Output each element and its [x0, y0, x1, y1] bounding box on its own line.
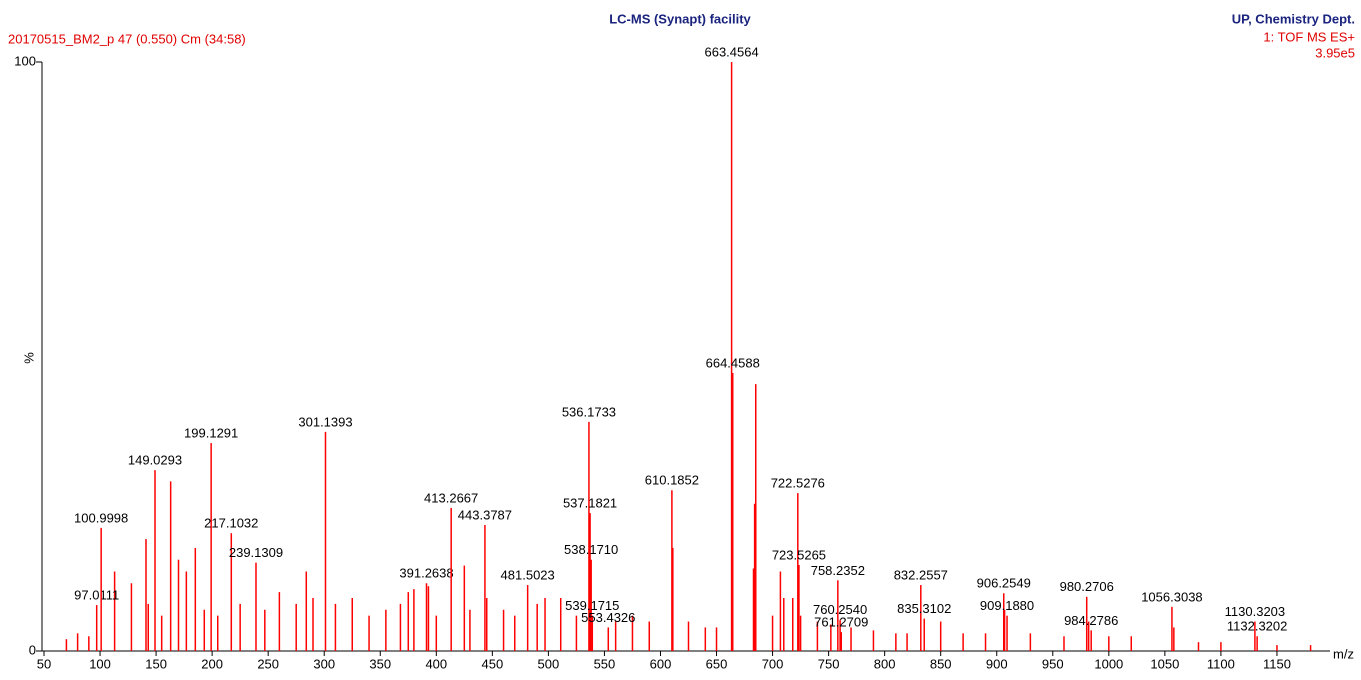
x-tick-label: 450 — [481, 656, 503, 671]
peak-label: 537.1821 — [563, 496, 617, 511]
peak-label: 538.1710 — [564, 542, 618, 557]
x-tick-label: 600 — [650, 656, 672, 671]
peak-label: 832.2557 — [894, 567, 948, 582]
x-tick-label: 700 — [762, 656, 784, 671]
peak-label: 481.5023 — [501, 567, 555, 582]
peak-label: 239.1309 — [229, 545, 283, 560]
x-tick-label: 1150 — [1263, 656, 1291, 671]
peak-label: 536.1733 — [562, 404, 616, 419]
peak-label: 909.1880 — [980, 598, 1034, 613]
x-tick-label: 1000 — [1094, 656, 1123, 671]
header-right: 3.95e5 — [1315, 45, 1355, 60]
x-tick-label: 750 — [818, 656, 840, 671]
peak-label: 984.2786 — [1064, 613, 1118, 628]
x-tick-label: 150 — [145, 656, 167, 671]
peak-label: 906.2549 — [977, 576, 1031, 591]
peak-label: 553.4326 — [581, 610, 635, 625]
y-tick-label: 100 — [14, 53, 36, 68]
x-tick-label: 1100 — [1207, 656, 1235, 671]
peak-label: 1130.3203 — [1225, 604, 1286, 619]
header-left: 20170515_BM2_p 47 (0.550) Cm (34:58) — [8, 31, 246, 46]
y-axis-label: % — [21, 352, 36, 364]
peak-label: 758.2352 — [811, 563, 865, 578]
x-tick-label: 500 — [538, 656, 560, 671]
peak-label: 301.1393 — [298, 414, 352, 429]
x-tick-label: 200 — [201, 656, 223, 671]
peak-label: 1056.3038 — [1141, 589, 1202, 604]
x-tick-label: 950 — [1042, 656, 1064, 671]
x-tick-label: 650 — [706, 656, 728, 671]
peak-label: 539.1715 — [565, 598, 619, 613]
peak-label: 443.3787 — [458, 507, 512, 522]
peak-label: 413.2667 — [424, 490, 478, 505]
peak-label: 723.5265 — [772, 547, 826, 562]
peak-label: 1132.3202 — [1227, 619, 1288, 634]
peak-label: 610.1852 — [645, 473, 699, 488]
x-tick-label: 900 — [986, 656, 1008, 671]
peak-label: 199.1291 — [184, 426, 238, 441]
peak-label: 391.2638 — [399, 566, 453, 581]
x-tick-label: 100 — [89, 656, 111, 671]
x-tick-label: 250 — [257, 656, 279, 671]
peak-label: 760.2540 — [813, 602, 867, 617]
x-tick-label: 850 — [930, 656, 952, 671]
x-tick-label: 350 — [369, 656, 391, 671]
header-right: 1: TOF MS ES+ — [1263, 29, 1355, 44]
x-tick-label: 800 — [874, 656, 896, 671]
x-tick-label: 300 — [313, 656, 335, 671]
peak-label: 149.0293 — [128, 453, 182, 468]
chart-title: LC-MS (Synapt) facility — [609, 11, 751, 26]
peak-label: 664.4588 — [706, 355, 760, 370]
x-tick-label: 1050 — [1150, 656, 1179, 671]
x-tick-label: 400 — [425, 656, 447, 671]
peak-label: 980.2706 — [1060, 579, 1114, 594]
x-tick-label: 550 — [594, 656, 616, 671]
peak-label: 663.4564 — [704, 44, 758, 59]
peak-label: 835.3102 — [897, 601, 951, 616]
header-right: UP, Chemistry Dept. — [1232, 11, 1355, 26]
x-tick-label: 50 — [37, 656, 51, 671]
peak-label: 722.5276 — [771, 476, 825, 491]
peak-label: 217.1032 — [204, 516, 258, 531]
peak-label: 100.9998 — [74, 510, 128, 525]
peak-label: 97.0111 — [74, 587, 119, 602]
y-tick-label: 0 — [29, 642, 36, 657]
peak-label: 761.2709 — [814, 615, 868, 630]
x-axis-label: m/z — [1333, 646, 1354, 661]
